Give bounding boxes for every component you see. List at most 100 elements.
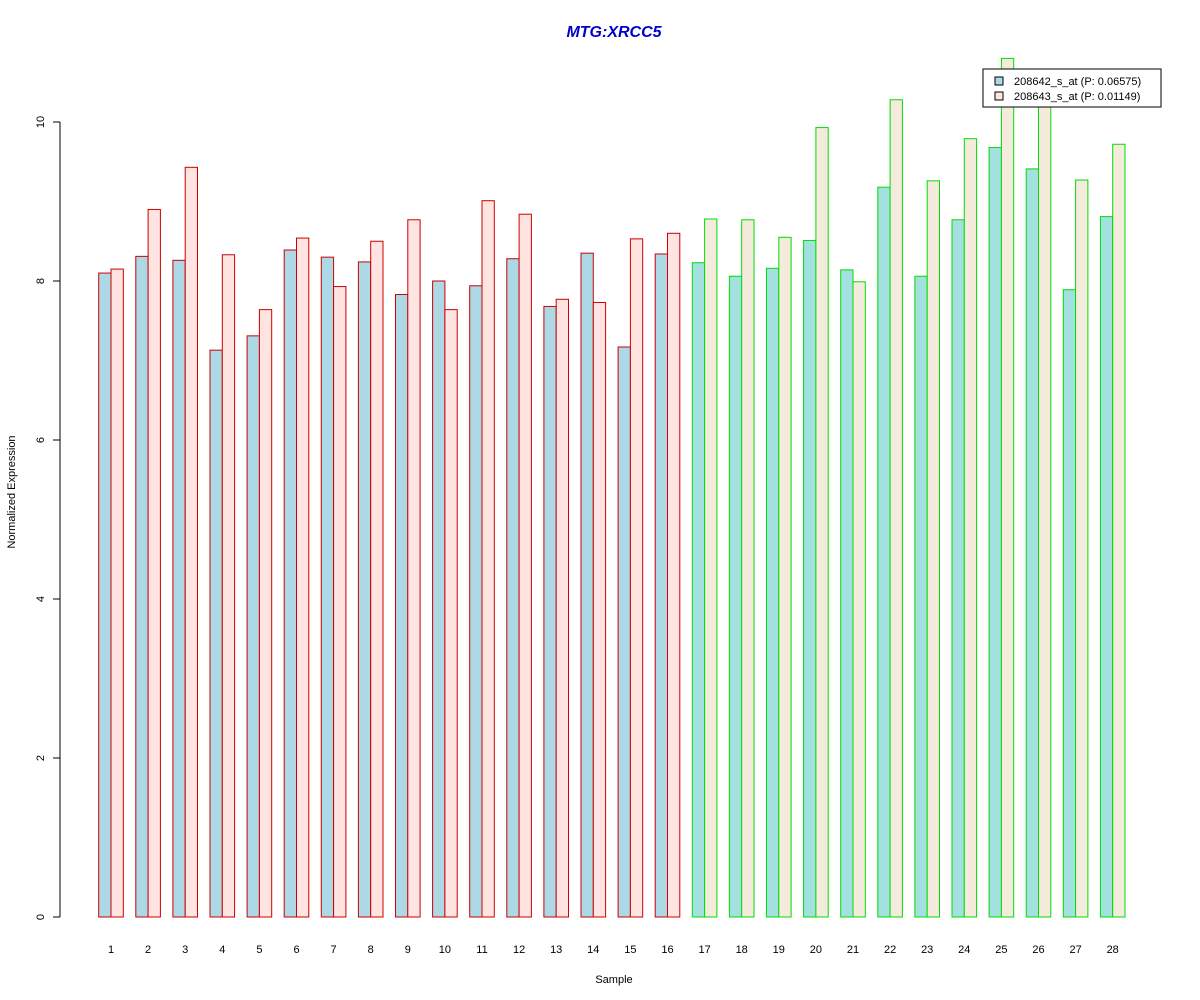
- x-tick-label: 3: [182, 944, 188, 956]
- bar-sample-19-series-2: [778, 236, 792, 918]
- bar-sample-28-series-2: [1112, 143, 1126, 918]
- bar-sample-16-series-1: [654, 253, 669, 918]
- bar-sample-1-series-2: [110, 268, 124, 918]
- bar-sample-22-series-1: [877, 186, 891, 918]
- bar-sample-4-series-1: [209, 349, 223, 918]
- bar-sample-12-series-2: [518, 213, 532, 918]
- bar-sample-25-series-1: [988, 146, 1002, 918]
- x-tick-label: 11: [476, 944, 487, 956]
- bar-sample-22-series-2: [889, 99, 903, 918]
- y-tick-label: 10: [35, 116, 47, 128]
- x-tick-label: 5: [256, 944, 262, 956]
- x-tick-label: 10: [439, 944, 451, 956]
- y-tick-label: 8: [35, 278, 47, 284]
- y-tick-label: 6: [35, 437, 47, 443]
- x-tick-label: 25: [995, 944, 1007, 956]
- x-tick-label: 15: [624, 944, 636, 956]
- x-tick-label: 4: [219, 944, 225, 956]
- bar-sample-1-series-1: [98, 272, 112, 918]
- x-tick-label: 21: [847, 944, 859, 956]
- bar-sample-17-series-1: [691, 262, 706, 918]
- bar-sample-7-series-2: [333, 286, 347, 918]
- y-tick-label: 0: [35, 914, 47, 920]
- x-tick-label: 18: [736, 944, 748, 956]
- x-tick-label: 9: [405, 944, 411, 956]
- bar-sample-5-series-1: [246, 335, 260, 918]
- bar-sample-9-series-2: [407, 219, 421, 918]
- bar-sample-3-series-2: [184, 166, 198, 918]
- bar-sample-13-series-1: [543, 305, 557, 918]
- bar-sample-9-series-1: [395, 294, 409, 918]
- bar-sample-23-series-2: [926, 180, 941, 918]
- bar-sample-12-series-1: [506, 258, 520, 918]
- x-tick-label: 2: [145, 944, 151, 956]
- bar-sample-20-series-1: [803, 239, 817, 918]
- x-axis: 1 2 3 4 5 6 7 8 9 10 11 12 13 14 15 16 17 18 19 20 21 22 23 24 2…: [108, 944, 1119, 956]
- bar-sample-2-series-1: [135, 255, 149, 918]
- bar-sample-7-series-1: [320, 256, 335, 918]
- legend-entry-series-1: 208642_s_at (P: 0.06575): [1014, 76, 1141, 88]
- x-tick-label: 14: [587, 944, 599, 956]
- bar-sample-21-series-2: [852, 281, 866, 918]
- bar-sample-13-series-2: [555, 298, 570, 918]
- legend-box: [982, 68, 1162, 108]
- bar-sample-23-series-1: [914, 275, 928, 918]
- x-axis-label: Sample: [595, 974, 632, 986]
- x-tick-label: 7: [331, 944, 337, 956]
- bar-sample-16-series-2: [667, 232, 681, 918]
- x-tick-label: 27: [1069, 944, 1081, 956]
- x-tick-label: 6: [293, 944, 299, 956]
- x-tick-label: 23: [921, 944, 933, 956]
- bar-sample-11-series-2: [481, 200, 495, 918]
- y-axis-label: Normalized Expression: [6, 435, 18, 548]
- x-tick-label: 1: [108, 944, 114, 956]
- bar-sample-27-series-1: [1062, 289, 1077, 918]
- bar-sample-15-series-1: [617, 346, 631, 918]
- y-axis: 0 2 4 6 8 10: [35, 116, 61, 920]
- y-tick-label: 2: [35, 755, 47, 761]
- bar-sample-3-series-1: [172, 259, 186, 918]
- bar-sample-28-series-1: [1099, 216, 1114, 918]
- bar-sample-18-series-1: [728, 275, 743, 918]
- bar-sample-10-series-2: [444, 309, 458, 918]
- bar-sample-8-series-1: [357, 261, 372, 918]
- legend: 208642_s_at (P: 0.06575) 208643_s_at (P:…: [982, 68, 1162, 108]
- bar-sample-4-series-2: [221, 254, 236, 918]
- x-tick-label: 19: [773, 944, 785, 956]
- legend-swatch-series-1: [994, 76, 1004, 86]
- bar-sample-8-series-2: [370, 240, 384, 918]
- bar-sample-14-series-1: [580, 252, 594, 918]
- x-tick-label: 20: [810, 944, 822, 956]
- x-tick-label: 13: [550, 944, 562, 956]
- bar-sample-11-series-1: [469, 285, 483, 918]
- chart-title: MTG:XRCC5: [566, 24, 662, 41]
- bar-sample-6-series-2: [296, 237, 310, 918]
- x-tick-label: 16: [661, 944, 673, 956]
- bar-sample-19-series-1: [766, 267, 780, 918]
- bar-sample-17-series-2: [704, 218, 718, 918]
- bar-sample-27-series-2: [1075, 179, 1089, 918]
- bar-sample-14-series-2: [592, 301, 607, 918]
- bar-sample-10-series-1: [432, 280, 446, 918]
- y-tick-label: 4: [35, 596, 47, 602]
- legend-swatch-series-2: [994, 91, 1004, 101]
- bar-sample-26-series-1: [1025, 168, 1039, 918]
- bar-sample-5-series-2: [258, 309, 273, 918]
- bar-sample-25-series-2: [1000, 57, 1015, 918]
- x-tick-label: 17: [698, 944, 710, 956]
- bar-sample-20-series-2: [815, 127, 829, 918]
- bar-sample-15-series-2: [629, 238, 644, 918]
- bar-sample-26-series-2: [1038, 97, 1052, 918]
- x-tick-label: 8: [368, 944, 374, 956]
- x-tick-label: 26: [1032, 944, 1044, 956]
- bars: [98, 57, 1126, 918]
- bar-sample-2-series-2: [147, 208, 161, 918]
- bar-sample-21-series-1: [840, 269, 854, 918]
- bar-sample-24-series-2: [963, 138, 978, 918]
- bar-sample-6-series-1: [283, 249, 298, 918]
- x-tick-label: 24: [958, 944, 970, 956]
- bar-sample-24-series-1: [951, 219, 965, 918]
- bar-sample-18-series-2: [741, 219, 755, 918]
- x-tick-label: 28: [1107, 944, 1119, 956]
